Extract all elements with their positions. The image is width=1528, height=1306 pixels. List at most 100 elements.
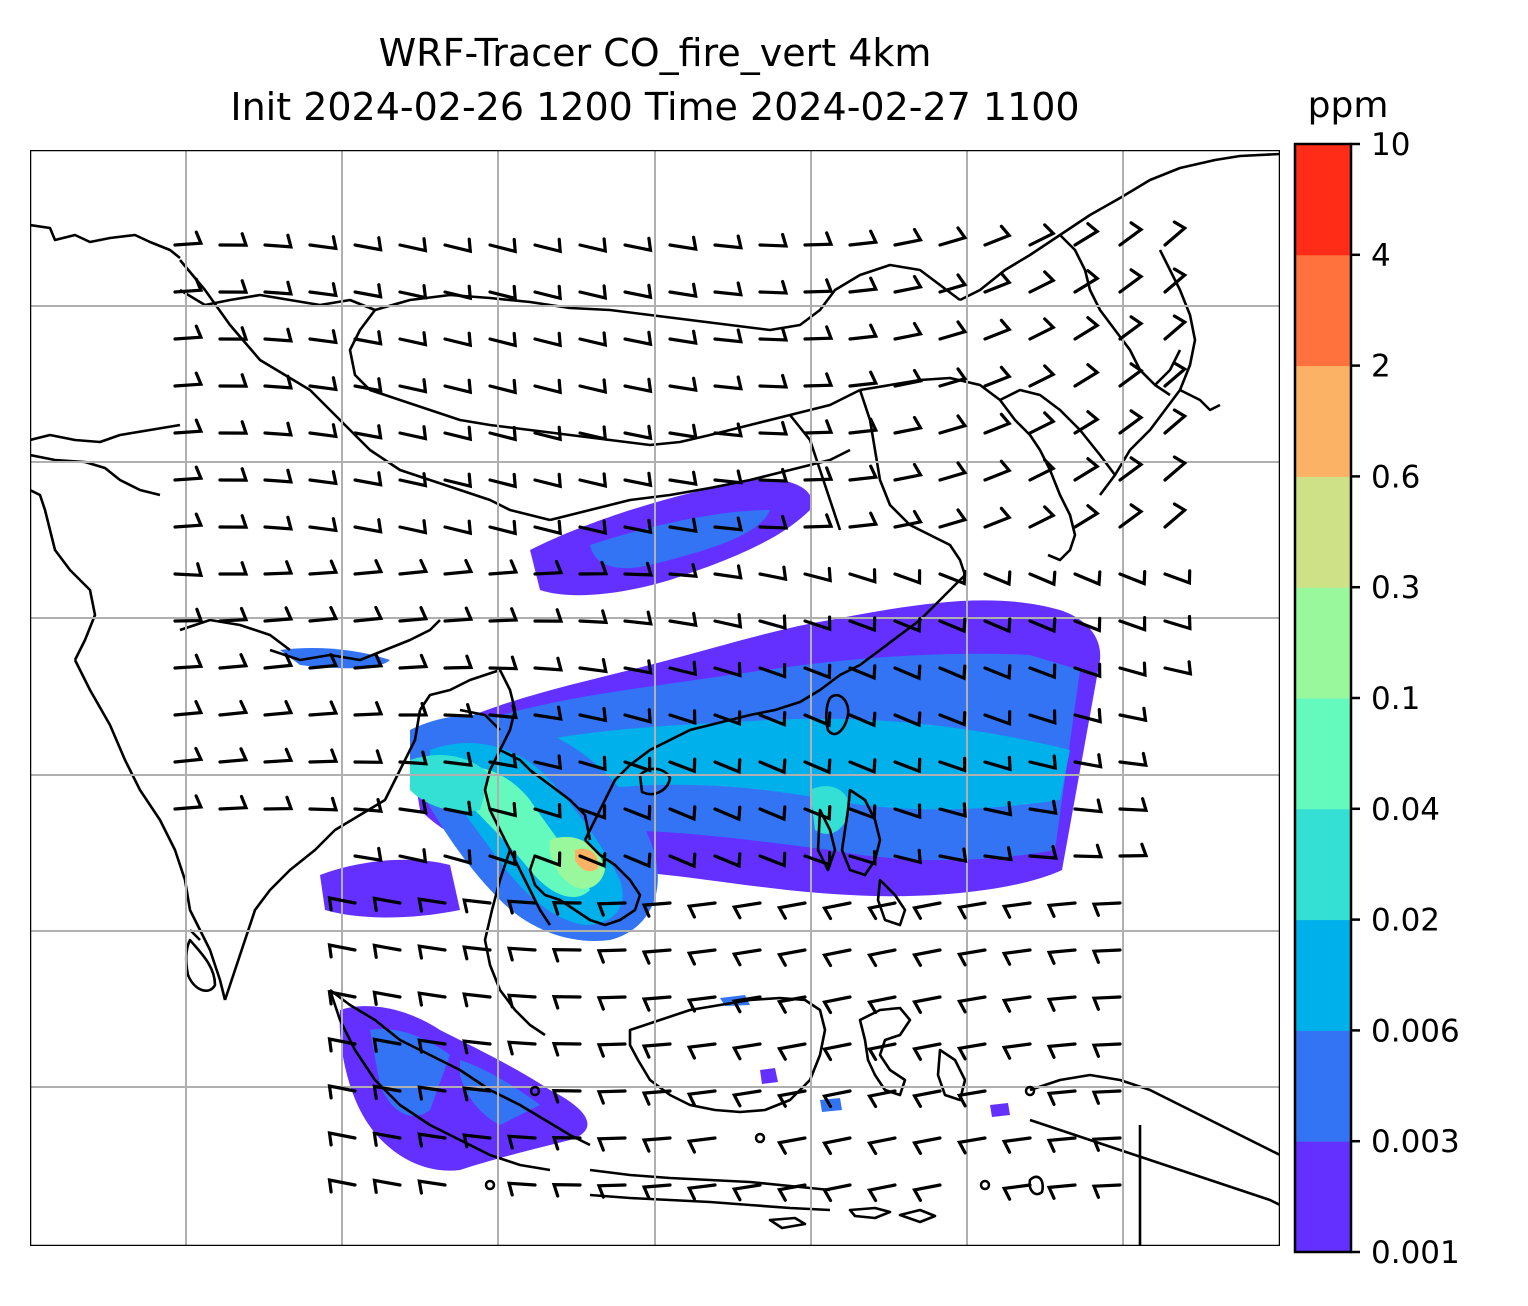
wind-barb <box>462 945 492 961</box>
wind-barb <box>1118 616 1147 632</box>
wind-barb <box>983 664 1012 681</box>
wind-barb <box>848 804 877 821</box>
wind-barb <box>488 704 518 720</box>
wind-barb <box>848 323 879 341</box>
wind-barb <box>488 607 519 623</box>
wind-barb <box>1091 1089 1122 1105</box>
wind-barb <box>1163 502 1188 529</box>
wind-barb <box>803 419 834 435</box>
wind-barb <box>596 948 627 964</box>
wind-barb <box>1091 1183 1122 1199</box>
wind-barb <box>848 276 879 294</box>
wind-barb <box>353 518 383 534</box>
wind-barb <box>506 1134 537 1150</box>
wind-barb <box>938 664 967 681</box>
wind-barb <box>1073 410 1100 435</box>
wind-barb <box>353 424 383 440</box>
wind-barb <box>488 801 517 818</box>
wind-barb <box>758 420 789 436</box>
wind-barb <box>713 805 742 822</box>
wind-barb <box>551 994 582 1010</box>
wind-barb <box>263 560 294 576</box>
wind-barb <box>1118 706 1148 723</box>
wind-barb <box>713 469 743 485</box>
wind-barb <box>866 901 897 921</box>
wind-barb <box>506 1181 537 1197</box>
wind-barb <box>1163 408 1188 435</box>
wind-barb <box>551 900 582 916</box>
wind-barb <box>488 378 517 395</box>
wind-barb <box>1046 995 1077 1012</box>
wind-barb <box>488 331 517 348</box>
wind-barb <box>776 1183 807 1202</box>
wind-barb <box>1091 948 1122 964</box>
wind-barb <box>938 847 968 863</box>
wind-barb <box>398 284 428 300</box>
wind-barb <box>1001 1136 1032 1154</box>
wind-barb <box>551 1041 582 1057</box>
wind-barb <box>533 472 562 489</box>
wind-barb <box>803 513 834 529</box>
wind-barb <box>578 237 608 253</box>
wind-barb <box>263 468 294 484</box>
wind-barb <box>758 711 787 727</box>
wind-barb <box>578 378 608 394</box>
wind-barb <box>821 995 852 1015</box>
wind-barb <box>912 1042 942 1061</box>
wind-barb <box>713 234 743 250</box>
wind-barb <box>758 373 789 389</box>
wind-barb <box>327 1178 357 1194</box>
wind-barb <box>218 373 249 388</box>
wind-barb <box>1163 220 1188 247</box>
wind-barb <box>983 412 1012 435</box>
wind-barb <box>912 1089 942 1108</box>
wind-barb <box>488 472 517 489</box>
wind-barb <box>848 464 879 482</box>
wind-barb <box>893 711 922 728</box>
wind-barb <box>1073 753 1103 769</box>
wind-barb <box>938 461 968 482</box>
wind-barb <box>803 758 832 775</box>
wind-barb <box>912 948 942 967</box>
wind-barb <box>263 233 294 249</box>
wind-barb <box>893 664 922 681</box>
wind-barb <box>758 565 788 582</box>
wind-barb-calm <box>979 1179 991 1191</box>
wind-barb-calm <box>754 1132 766 1144</box>
wind-barb <box>263 606 294 623</box>
wind-barb <box>1073 570 1102 587</box>
wind-barb <box>912 1136 942 1155</box>
wind-barb <box>1118 362 1144 388</box>
wind-barb <box>1028 799 1058 816</box>
wind-barb <box>488 753 518 769</box>
wind-barb <box>443 284 473 301</box>
wind-barb <box>731 995 762 1014</box>
wind-barb <box>218 653 249 670</box>
wind-barb <box>308 796 339 812</box>
wind-barb <box>218 467 249 482</box>
wind-barb <box>533 754 563 770</box>
wind-barb <box>893 569 922 585</box>
wind-barb <box>1073 798 1103 814</box>
wind-barb <box>263 515 294 531</box>
wind-barb <box>623 756 652 773</box>
wind-barb <box>938 273 968 294</box>
wind-barb <box>1073 363 1100 388</box>
wind-barb <box>668 282 698 299</box>
wind-barb <box>731 1042 762 1061</box>
wind-barb <box>218 279 249 294</box>
wind-barb <box>1001 995 1032 1013</box>
colorbar-tick-label: 0.6 <box>1371 459 1420 495</box>
wind-barb <box>1001 901 1032 919</box>
wind-barb <box>417 991 447 1007</box>
wind-barb <box>758 467 789 483</box>
wind-barb <box>462 1039 492 1055</box>
wind-barb <box>443 237 473 254</box>
wind-barb <box>713 328 743 344</box>
wind-barb <box>1028 617 1057 634</box>
wind-barb <box>893 803 922 820</box>
colorbar-segment <box>1295 698 1351 810</box>
wind-barb <box>983 755 1012 772</box>
wind-barb <box>462 1133 492 1149</box>
wind-barb <box>668 517 698 534</box>
